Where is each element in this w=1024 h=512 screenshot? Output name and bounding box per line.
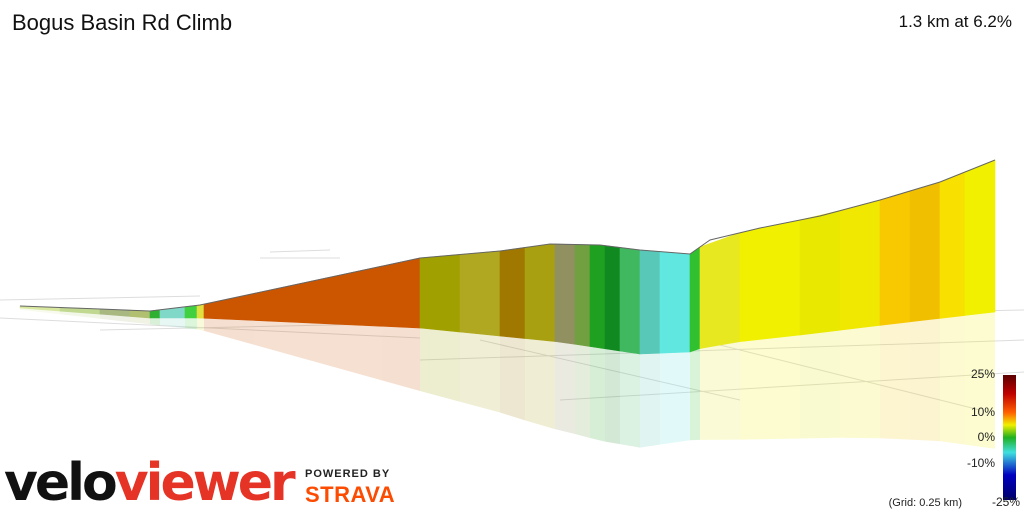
reflection-segment (150, 318, 160, 326)
elevation-profile (19, 159, 996, 355)
profile-segment (909, 181, 941, 323)
gradient-scale (1003, 375, 1016, 500)
powered-by: POWERED BY (305, 468, 390, 480)
reflection-segment (740, 335, 800, 440)
profile-segment (739, 219, 801, 343)
profile-segment (499, 247, 526, 339)
reflection-segment (460, 332, 500, 413)
legend-label: -25% (992, 495, 1020, 509)
reflection-segment (940, 315, 965, 445)
profile-segment (524, 243, 556, 342)
reflection-segment (640, 353, 660, 448)
profile-segment (659, 251, 691, 354)
strava-logo: STRAVA (305, 482, 395, 507)
legend-label: 10% (971, 405, 995, 419)
reflection-segment (197, 318, 204, 331)
profile-segment (799, 210, 841, 336)
profile-reflection (20, 308, 995, 449)
grid (0, 249, 1024, 411)
logo-velo: velo (4, 453, 116, 512)
reflection-segment (185, 318, 197, 330)
reflection-segment (965, 312, 995, 449)
profile-segment (879, 190, 911, 326)
profile-segment (574, 244, 591, 347)
reflection-segment (575, 344, 590, 439)
summary: 1.3 km at 6.2% (898, 12, 1012, 31)
reflection-segment (590, 346, 605, 442)
grid-note: (Grid: 0.25 km) (889, 497, 962, 509)
reflection-segment (500, 336, 525, 421)
profile-segment (203, 257, 421, 329)
reflection-segment (910, 318, 940, 442)
reflection-segment (60, 311, 100, 319)
profile-segment (619, 247, 641, 355)
logo-viewer: viewer (115, 453, 296, 512)
reflection-segment (160, 318, 185, 329)
reflection-segment (880, 321, 910, 440)
reflection-segment (420, 328, 460, 402)
profile-segment (419, 254, 461, 333)
profile-segment (939, 171, 966, 319)
profile-outline (19, 159, 996, 312)
profile-segment (184, 305, 198, 319)
legend-label: 0% (978, 430, 996, 444)
profile-segment (964, 159, 996, 316)
legend-label: 25% (971, 367, 995, 381)
reflection-segment (840, 325, 880, 439)
reflection-segment (690, 348, 700, 441)
title: Bogus Basin Rd Climb (12, 10, 233, 35)
reflection-segment (660, 352, 690, 445)
legend-label: -10% (967, 456, 995, 470)
profile-segment (639, 249, 661, 355)
profile-segment (196, 303, 205, 319)
profile-segment (589, 244, 606, 350)
profile-segment (459, 250, 501, 337)
reflection-segment (555, 341, 575, 435)
reflection-segment (800, 330, 840, 439)
reflection-segment (700, 341, 740, 440)
logo: veloviewer (4, 453, 296, 512)
reflection-segment (620, 351, 640, 448)
reflection-segment (20, 308, 60, 315)
profile-segment (839, 199, 881, 331)
profile-segment (689, 246, 701, 353)
reflection-segment (204, 318, 420, 391)
profile-segment (554, 243, 576, 345)
reflection-segment (130, 316, 150, 325)
reflection-segment (525, 338, 555, 430)
profile-segment (699, 232, 741, 349)
profile-segment (604, 245, 621, 352)
reflection-segment (605, 348, 620, 445)
